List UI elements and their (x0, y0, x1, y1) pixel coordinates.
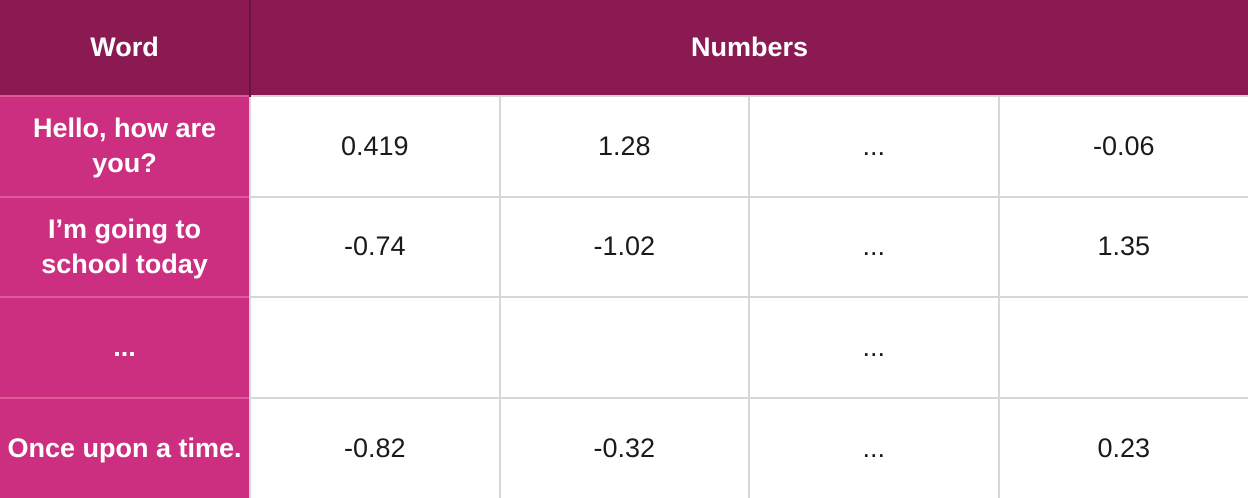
header-row: Word Numbers (0, 0, 1248, 96)
value-cell: ... (748, 195, 999, 297)
value-cell: -1.02 (498, 195, 749, 297)
table-row: Once upon a time. -0.82 -0.32 ... 0.23 (0, 396, 1248, 498)
value-cell: -0.74 (249, 195, 500, 297)
value-cell: ... (748, 95, 999, 197)
value-cell: ... (748, 296, 999, 398)
value-cell: 0.23 (997, 396, 1248, 498)
row-label: Hello, how are you? (0, 95, 250, 197)
row-label: ... (0, 296, 250, 398)
value-cell (997, 296, 1248, 398)
value-cell (498, 296, 749, 398)
table-row: I’m going to school today -0.74 -1.02 ..… (0, 195, 1248, 297)
row-label: I’m going to school today (0, 195, 250, 297)
word-column-header: Word (0, 0, 251, 96)
value-cell: -0.82 (249, 396, 500, 498)
value-cell (249, 296, 500, 398)
numbers-column-header: Numbers (250, 0, 1248, 96)
table-row: ... ... (0, 296, 1248, 398)
value-cell: 1.28 (498, 95, 749, 197)
value-cell: -0.32 (498, 396, 749, 498)
row-label: Once upon a time. (0, 396, 250, 498)
value-cell: ... (748, 396, 999, 498)
value-cell: -0.06 (997, 95, 1248, 197)
table-row: Hello, how are you? 0.419 1.28 ... -0.06 (0, 95, 1248, 197)
value-cell: 1.35 (997, 195, 1248, 297)
value-cell: 0.419 (249, 95, 500, 197)
